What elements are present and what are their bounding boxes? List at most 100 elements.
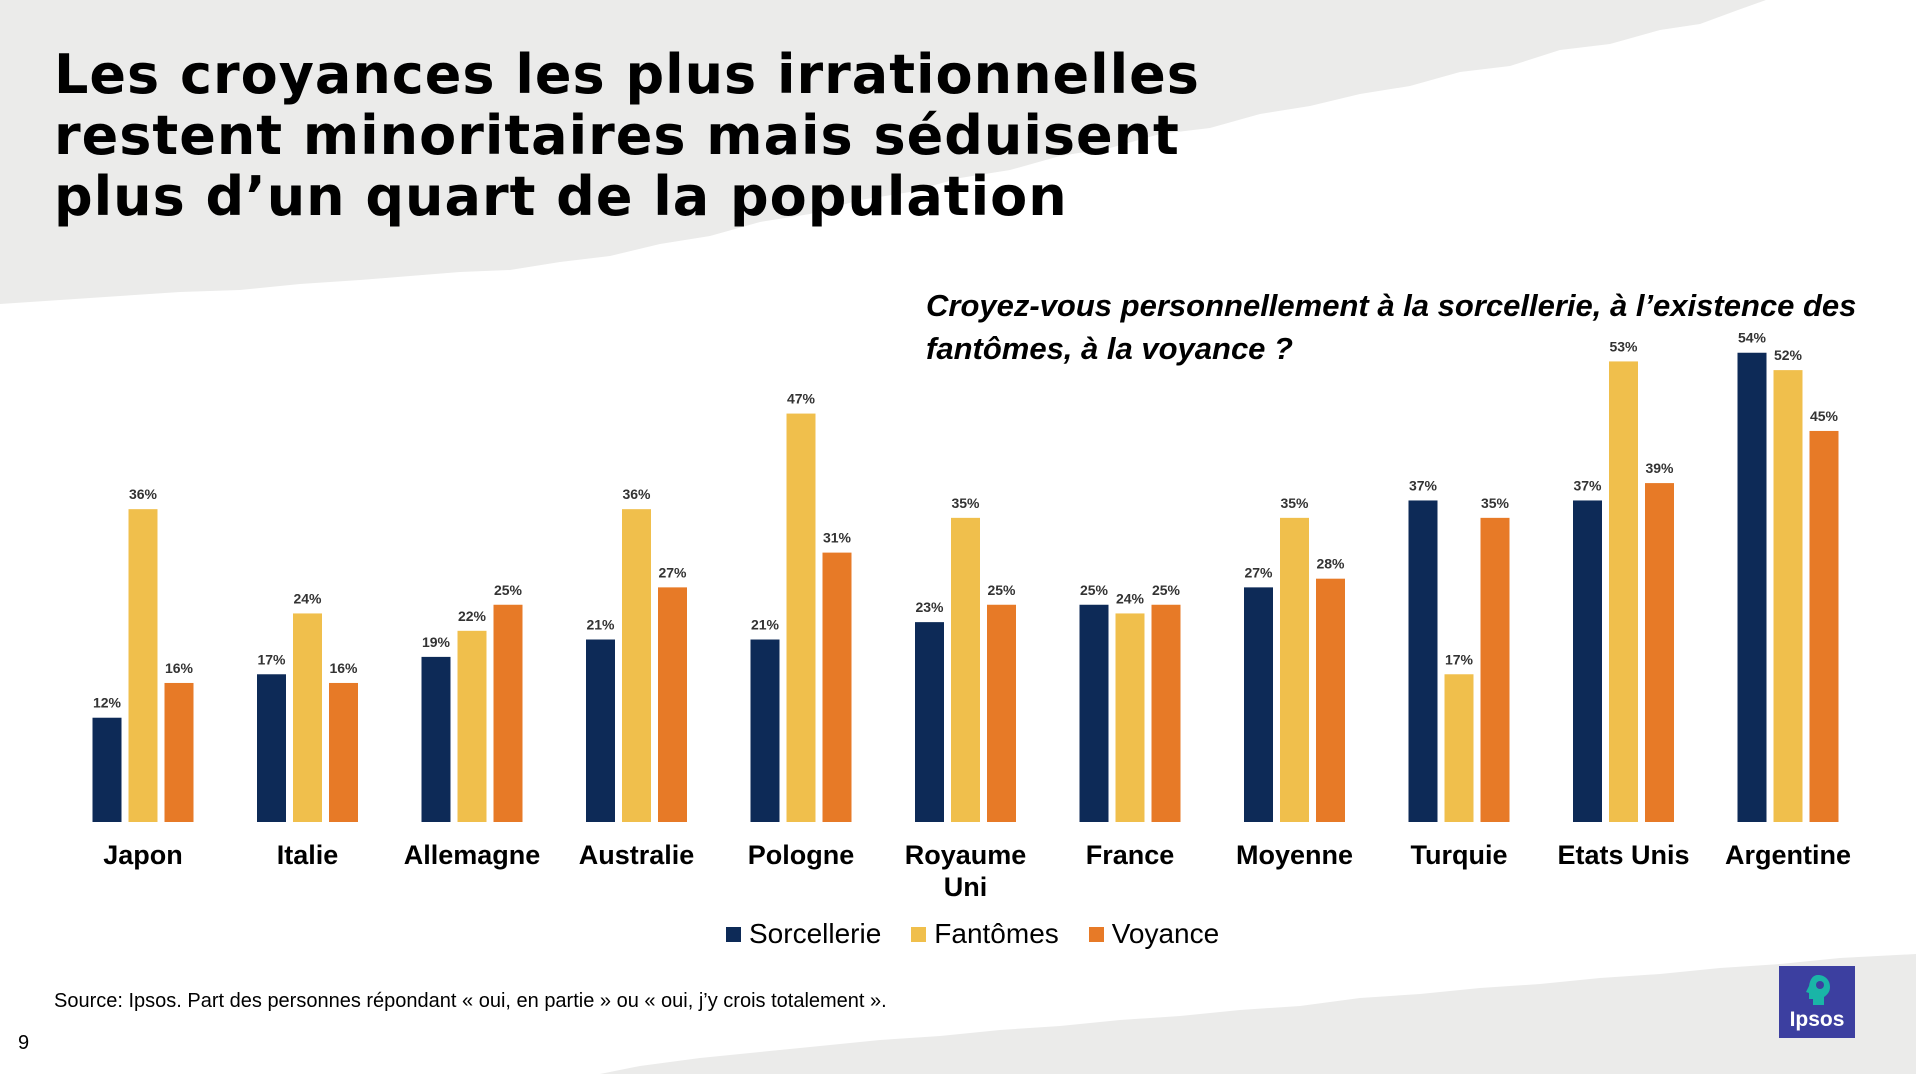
bar-fantomes-moyenne <box>1280 517 1309 822</box>
question-line-1: Croyez-vous personnellement à la sorcell… <box>926 288 1857 323</box>
data-label-sorcellerie-etats-unis: 37% <box>1573 477 1602 493</box>
question-line-2: fantômes, à la voyance ? <box>926 331 1293 366</box>
ipsos-head-icon <box>1806 975 1830 1005</box>
data-label-fantomes-france: 24% <box>1116 590 1145 606</box>
bar-fantomes-italie <box>293 613 322 822</box>
legend-item-voyance: Voyance <box>1088 918 1219 950</box>
bar-fantomes-japon <box>128 509 158 822</box>
bar-sorcellerie-etats-unis <box>1573 500 1602 822</box>
bar-voyance-australie <box>658 587 687 822</box>
category-label-allemagne: Allemagne <box>404 840 541 870</box>
data-label-voyance-france: 25% <box>1152 582 1181 598</box>
bar-sorcellerie-japon <box>92 717 122 822</box>
bar-voyance-etats-unis <box>1645 483 1674 822</box>
data-label-fantomes-moyenne: 35% <box>1280 495 1309 511</box>
data-label-sorcellerie-turquie: 37% <box>1409 477 1438 493</box>
data-label-voyance-argentine: 45% <box>1810 408 1839 424</box>
category-label-japon: Japon <box>103 840 183 870</box>
data-label-voyance-japon: 16% <box>165 660 194 676</box>
legend-label-fantomes: Fantômes <box>934 918 1059 949</box>
bar-fantomes-turquie <box>1444 674 1474 822</box>
bar-sorcellerie-argentine <box>1737 352 1767 822</box>
legend-label-sorcellerie: Sorcellerie <box>749 918 882 949</box>
legend-swatch-fantomes <box>911 926 927 942</box>
bar-fantomes-allemagne <box>457 630 487 822</box>
source-note: Source: Ipsos. Part des personnes répond… <box>54 990 887 1012</box>
bar-sorcellerie-pologne <box>750 639 780 822</box>
bar-sorcellerie-allemagne <box>421 656 451 822</box>
data-label-fantomes-japon: 36% <box>129 486 158 502</box>
bar-voyance-royaume-uni <box>987 604 1016 822</box>
ipsos-logo: Ipsos <box>1779 966 1855 1038</box>
bar-voyance-france <box>1151 604 1181 822</box>
title-line-2: restent minoritaires mais séduisent <box>54 104 1180 167</box>
bottom-grey-band <box>600 954 1916 1074</box>
bar-fantomes-pologne <box>786 413 816 822</box>
category-label-australie: Australie <box>579 840 695 870</box>
bar-fantomes-france <box>1115 613 1145 822</box>
bar-voyance-pologne <box>822 552 852 822</box>
data-label-sorcellerie-moyenne: 27% <box>1244 564 1273 580</box>
legend-item-sorcellerie: Sorcellerie <box>726 918 881 950</box>
bar-sorcellerie-moyenne <box>1244 587 1273 822</box>
category-label-etats-unis: Etats Unis <box>1557 840 1689 870</box>
bar-sorcellerie-france <box>1079 604 1109 822</box>
data-label-sorcellerie-australie: 21% <box>586 617 615 633</box>
data-label-voyance-royaume-uni: 25% <box>987 582 1016 598</box>
data-label-fantomes-italie: 24% <box>293 590 322 606</box>
data-label-voyance-allemagne: 25% <box>494 582 523 598</box>
bar-sorcellerie-turquie <box>1408 500 1438 822</box>
category-label-france: France <box>1086 840 1175 870</box>
survey-question: Croyez-vous personnellement à la sorcell… <box>926 284 1886 370</box>
category-label-moyenne: Moyenne <box>1236 840 1353 870</box>
bar-voyance-argentine <box>1809 430 1839 822</box>
category-label-italie: Italie <box>277 840 339 870</box>
category-label-royaume-uni-1: Royaume <box>905 840 1027 870</box>
category-label-turquie: Turquie <box>1411 840 1508 870</box>
data-label-sorcellerie-pologne: 21% <box>751 617 780 633</box>
legend-swatch-voyance <box>1088 926 1104 942</box>
bar-sorcellerie-australie <box>586 639 615 822</box>
bar-sorcellerie-royaume-uni <box>915 622 944 822</box>
page-title: Les croyances les plus irrationnelles re… <box>54 44 1374 227</box>
data-label-fantomes-royaume-uni: 35% <box>951 495 980 511</box>
data-label-fantomes-allemagne: 22% <box>458 608 487 624</box>
logo-text: Ipsos <box>1789 1008 1845 1031</box>
data-label-sorcellerie-japon: 12% <box>93 695 122 711</box>
category-label-pologne: Pologne <box>748 840 855 870</box>
bar-fantomes-australie <box>622 509 651 822</box>
bar-fantomes-etats-unis <box>1609 361 1638 822</box>
data-label-sorcellerie-royaume-uni: 23% <box>915 599 944 615</box>
data-label-sorcellerie-italie: 17% <box>257 651 286 667</box>
title-line-1: Les croyances les plus irrationnelles <box>54 43 1200 106</box>
data-label-sorcellerie-france: 25% <box>1080 582 1109 598</box>
data-label-voyance-australie: 27% <box>658 564 687 580</box>
chart-legend: Sorcellerie Fantômes Voyance <box>726 918 1219 950</box>
bar-fantomes-argentine <box>1773 370 1803 822</box>
data-label-fantomes-argentine: 52% <box>1774 347 1803 363</box>
data-label-voyance-turquie: 35% <box>1481 495 1510 511</box>
data-label-sorcellerie-argentine: 54% <box>1738 330 1767 346</box>
page-number: 9 <box>18 1032 30 1054</box>
legend-item-fantomes: Fantômes <box>911 918 1059 950</box>
category-label-argentine: Argentine <box>1725 840 1851 870</box>
bar-voyance-italie <box>329 682 358 822</box>
data-label-fantomes-etats-unis: 53% <box>1609 338 1638 354</box>
category-label-royaume-uni-2: Uni <box>944 872 988 902</box>
data-label-voyance-moyenne: 28% <box>1316 556 1345 572</box>
bar-voyance-moyenne <box>1316 578 1345 822</box>
data-label-sorcellerie-allemagne: 19% <box>422 634 451 650</box>
data-label-voyance-italie: 16% <box>329 660 358 676</box>
bar-voyance-japon <box>164 682 194 822</box>
top-grey-band <box>0 0 1766 304</box>
data-label-voyance-pologne: 31% <box>823 530 852 546</box>
bar-fantomes-royaume-uni <box>951 517 980 822</box>
bar-voyance-turquie <box>1480 517 1510 822</box>
data-label-fantomes-turquie: 17% <box>1445 651 1474 667</box>
data-label-voyance-etats-unis: 39% <box>1645 460 1674 476</box>
bar-voyance-allemagne <box>493 604 523 822</box>
legend-swatch-sorcellerie <box>726 926 741 942</box>
data-label-fantomes-pologne: 47% <box>787 391 816 407</box>
